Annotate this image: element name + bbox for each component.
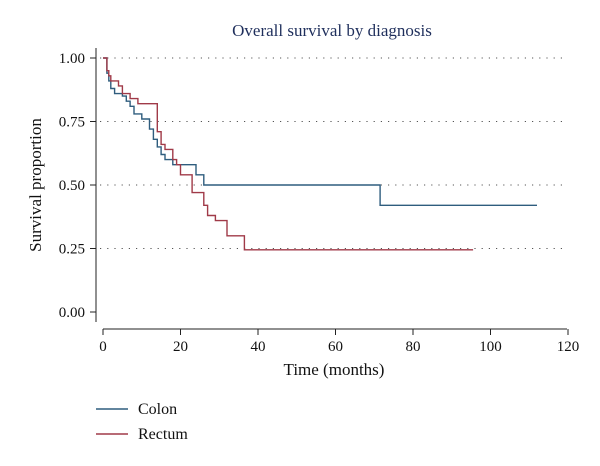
y-tick-label-3: 0.75 [59,115,85,131]
x-tick-label-3: 60 [328,339,343,355]
series-colon-curve [103,57,537,206]
legend-label-colon: Colon [138,401,177,418]
x-tick-label-4: 80 [406,339,421,355]
legend: Colon Rectum [96,401,188,443]
grid-lines [100,57,568,249]
x-tick-label-2: 40 [251,339,266,355]
y-tick-label-4: 1.00 [59,51,85,67]
y-axis-label: Survival proportion [26,118,45,252]
x-tick-label-0: 0 [99,339,107,355]
chart-title: Overall survival by diagnosis [232,21,432,40]
legend-label-rectum: Rectum [138,426,188,443]
x-tick-label-5: 100 [479,339,502,355]
x-axis-ticks: 0 20 40 60 80 100 120 [99,329,579,355]
x-axis-label: Time (months) [284,360,385,379]
x-tick-label-1: 20 [173,339,188,355]
x-tick-label-6: 120 [557,339,580,355]
y-tick-label-2: 0.50 [59,178,85,194]
y-axis-ticks: 0.00 0.25 0.50 0.75 1.00 [59,51,96,321]
series-rectum-curve [103,57,474,251]
y-tick-label-1: 0.25 [59,242,85,258]
y-tick-label-0: 0.00 [59,305,85,321]
survival-curves [103,57,537,251]
